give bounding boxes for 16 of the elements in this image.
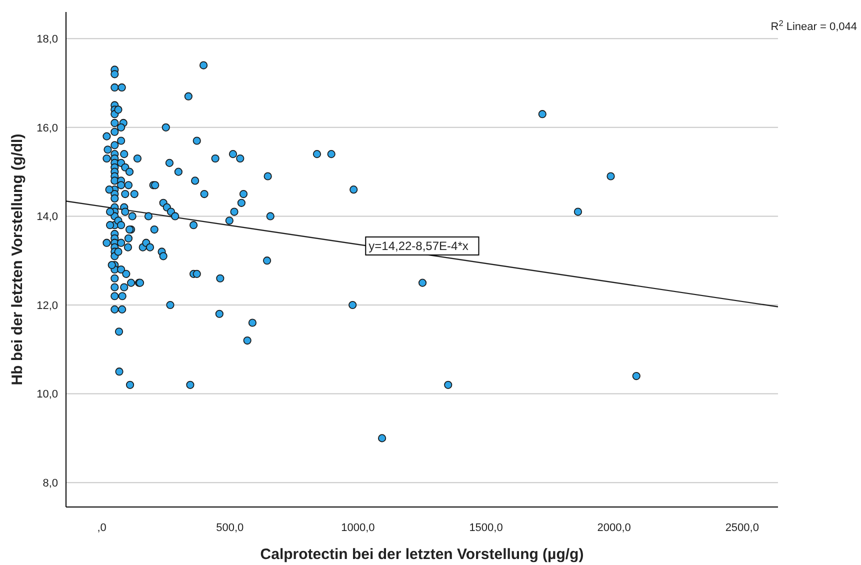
x-axis-title: Calprotectin bei der letzten Vorstellung (µg/g) — [260, 546, 584, 563]
x-tick-label: 1500,0 — [469, 522, 503, 534]
y-axis-title: Hb bei der letzten Vorstellung (g/dl) — [9, 134, 26, 386]
y-tick-label: 18,0 — [36, 33, 58, 46]
annotation: R$^{2}$ Linear = 0,044 — [770, 18, 857, 33]
y-tick-label: 12,0 — [36, 300, 58, 312]
annotation: y=14,22-8,57E-4*x — [368, 239, 468, 254]
y-tick-label: 16,0 — [36, 122, 58, 134]
y-tick-label: 8,0 — [42, 477, 58, 490]
x-tick-label: 2500,0 — [725, 522, 759, 534]
y-tick-label: 14,0 — [36, 211, 58, 224]
x-tick-label: 500,0 — [216, 522, 244, 534]
y-tick-label: 10,0 — [36, 388, 58, 401]
x-tick-label: 1000,0 — [341, 522, 375, 534]
x-tick-label: ,0 — [97, 522, 106, 534]
x-tick-label: 2000,0 — [597, 522, 631, 534]
